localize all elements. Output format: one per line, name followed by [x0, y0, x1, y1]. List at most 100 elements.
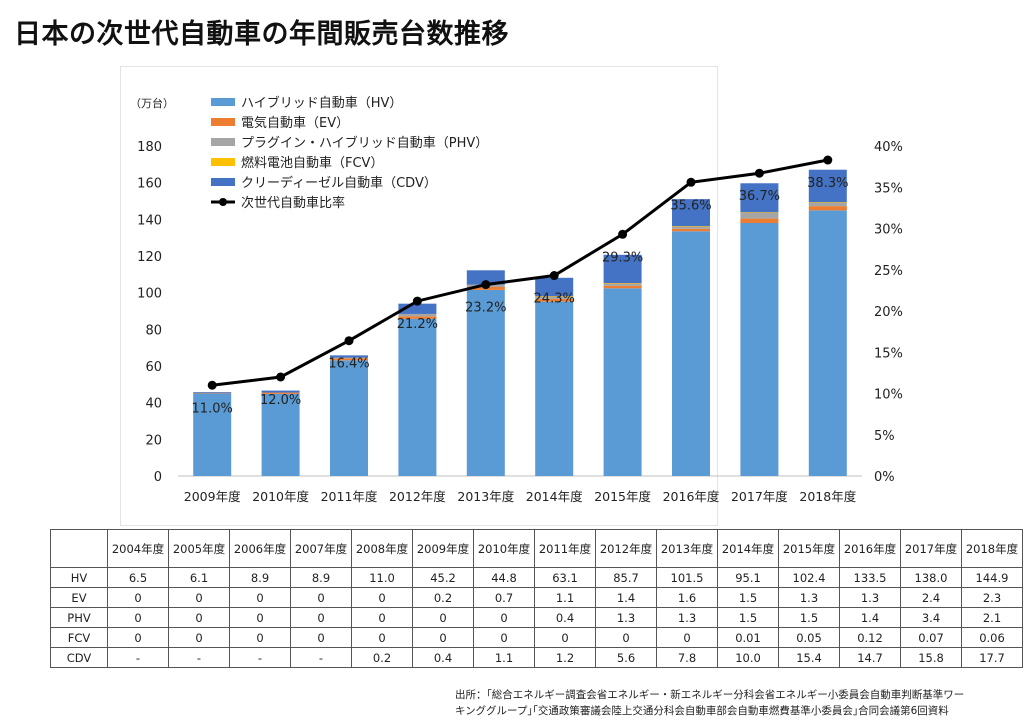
data-table: 2004年度 2005年度 2006年度 2007年度 2008年度 2009年度 2010… — [50, 529, 1023, 668]
table-cell: 0 — [412, 607, 474, 628]
y2-tick-label: 35% — [874, 181, 903, 196]
table-header-cell: 2014年度 — [717, 529, 779, 568]
ratio-data-label: 16.4% — [328, 357, 369, 372]
table-header-cell: 2015年度 — [778, 529, 840, 568]
bar-segment — [466, 270, 505, 285]
y-tick-label: 0 — [154, 470, 162, 485]
y-tick-label: 100 — [137, 287, 162, 302]
y-tick-label: 80 — [145, 323, 162, 338]
table-header-cell: 2004年度 — [107, 529, 169, 568]
legend-swatch — [211, 178, 235, 186]
table-cell: 0.06 — [961, 627, 1023, 648]
table-cell: 0 — [107, 587, 169, 608]
table-header-cell: 2009年度 — [412, 529, 474, 568]
legend-swatch — [211, 138, 235, 146]
bar-segment — [740, 218, 779, 223]
x-tick-label: 2018年度 — [799, 489, 856, 504]
table-cell: 85.7 — [595, 567, 657, 588]
table-cell: 15.4 — [778, 647, 840, 668]
bar-segment — [672, 226, 710, 229]
x-tick-label: 2014年度 — [526, 489, 583, 504]
y2-tick-label: 5% — [874, 429, 895, 444]
table-cell: 0.05 — [778, 627, 840, 648]
table-row-label: EV — [50, 587, 108, 608]
table-cell: 17.7 — [961, 647, 1023, 668]
table-cell: 138.0 — [900, 567, 962, 588]
bar-segment — [193, 392, 232, 394]
legend-label: クリーディーゼル自動車（CDV） — [241, 175, 437, 191]
table-cell: 95.1 — [717, 567, 779, 588]
y2-tick-label: 30% — [874, 223, 903, 238]
table-header-cell: 2011年度 — [534, 529, 596, 568]
legend-label: 次世代自動車比率 — [241, 195, 345, 211]
bar-segment — [603, 288, 642, 476]
table-cell: 0 — [290, 587, 352, 608]
table-cell: - — [168, 647, 230, 668]
table-cell: 0 — [107, 607, 169, 628]
ratio-data-label: 12.0% — [260, 393, 301, 408]
table-cell: 0.7 — [473, 587, 535, 608]
table-cell: 0 — [351, 627, 413, 648]
x-tick-label: 2009年度 — [184, 489, 241, 504]
table-header-cell — [50, 529, 108, 568]
table-cell: 10.0 — [717, 647, 779, 668]
table-cell: 3.4 — [900, 607, 962, 628]
table-cell: 0.4 — [412, 647, 474, 668]
table-cell: 0.12 — [839, 627, 901, 648]
table-cell: 0 — [473, 627, 535, 648]
table-cell: 1.4 — [839, 607, 901, 628]
y-tick-label: 140 — [137, 213, 162, 228]
table-header-cell: 2005年度 — [168, 529, 230, 568]
source-line-2: キンググループ｣｢交通政策審議会陸上交通分科会自動車部会自動車燃費基準小委員会｣… — [455, 705, 949, 717]
bar-segment — [808, 169, 847, 203]
table-row: EV 0 0 0 0 0 0.2 0.7 1.1 1.4 1.6 1.5 1.3 1.3 2.4 2.3 — [50, 587, 1023, 608]
y-tick-label: 120 — [137, 250, 162, 265]
table-row-label: PHV — [50, 607, 108, 628]
table-cell: 8.9 — [229, 567, 291, 588]
chart-frame — [120, 66, 718, 526]
table-cell: 102.4 — [778, 567, 840, 588]
table-row: PHV 0 0 0 0 0 0 0 0.4 1.3 1.3 1.5 1.5 1.4 3.4 2.1 — [50, 607, 1023, 628]
table-cell: 0 — [168, 607, 230, 628]
table-cell: 0 — [229, 607, 291, 628]
table-cell: 1.5 — [717, 607, 779, 628]
table-cell: 1.3 — [778, 587, 840, 608]
ratio-point — [618, 229, 628, 239]
ratio-data-label: 21.2% — [397, 317, 438, 332]
legend-label: 電気自動車（EV） — [241, 115, 349, 131]
y2-tick-label: 10% — [874, 388, 903, 403]
y2-tick-label: 40% — [874, 140, 903, 155]
y-tick-label: 160 — [137, 177, 162, 192]
y2-tick-label: 20% — [874, 305, 903, 320]
ratio-data-label: 38.3% — [807, 176, 848, 191]
table-cell: 0 — [595, 627, 657, 648]
bar-segment — [740, 212, 779, 213]
table-cell: 0 — [290, 607, 352, 628]
ratio-point — [207, 380, 217, 390]
table-header-cell: 2018年度 — [961, 529, 1023, 568]
table-cell: 0 — [229, 627, 291, 648]
y2-tick-label: 25% — [874, 264, 903, 279]
legend-swatch — [211, 158, 235, 166]
table-cell: 8.9 — [290, 567, 352, 588]
sales-chart: 0 20 40 60 80 100 120 140 160 180 0% 5% 10% 15% 20% 25%… — [130, 95, 903, 504]
table-cell: 5.6 — [595, 647, 657, 668]
table-cell: 2.1 — [961, 607, 1023, 628]
ratio-point — [823, 155, 833, 165]
bar-segment — [330, 358, 368, 361]
ratio-point — [344, 336, 354, 346]
table-cell: 0 — [351, 587, 413, 608]
ratio-data-label: 35.6% — [670, 198, 711, 213]
table-cell: 0 — [412, 627, 474, 648]
ratio-point — [686, 177, 696, 187]
source-line-1: 出所：｢総合エネルギー調査会省エネルギー・新エネルギー分科会省エネルギー小委員会… — [455, 689, 965, 701]
table-cell: 0 — [107, 627, 169, 648]
table-header-cell: 2012年度 — [595, 529, 657, 568]
y-axis-unit: （万台） — [130, 96, 174, 110]
table-row-label: FCV — [50, 627, 108, 648]
table-cell: 0 — [473, 607, 535, 628]
ratio-data-label: 11.0% — [192, 401, 233, 416]
table-cell: 63.1 — [534, 567, 596, 588]
table-cell: 0.07 — [900, 627, 962, 648]
ratio-point — [481, 280, 491, 290]
